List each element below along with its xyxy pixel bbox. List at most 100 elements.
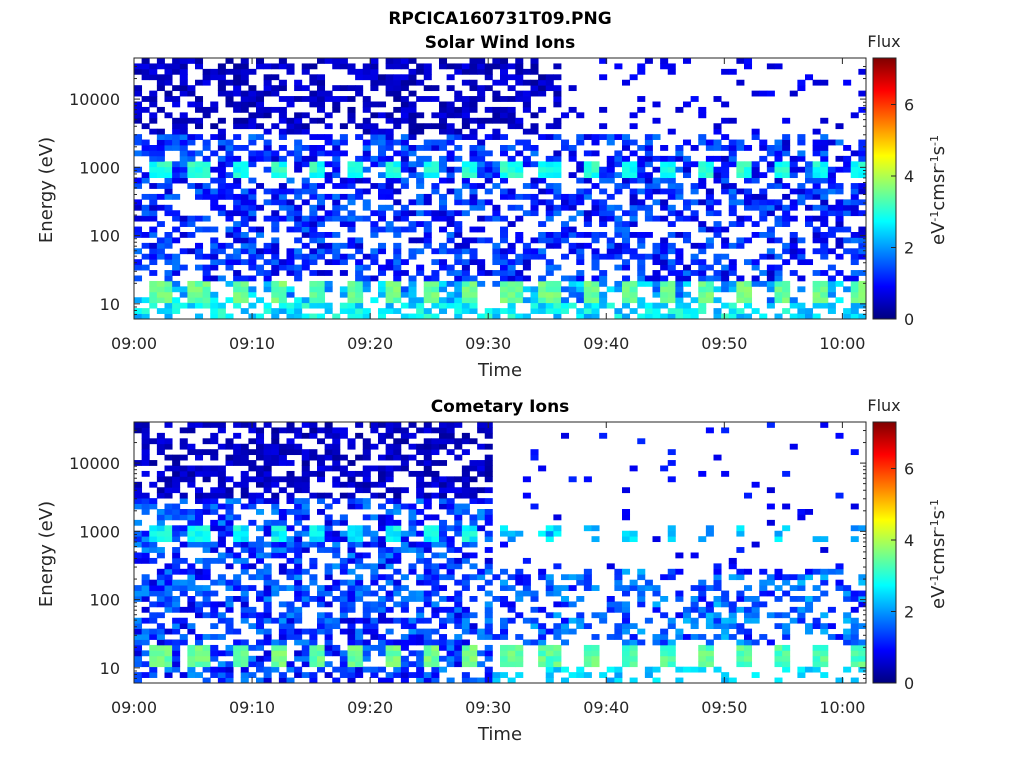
heatmap-cell: [789, 155, 798, 162]
heatmap-cell: [538, 248, 547, 255]
heatmap-cell: [812, 661, 821, 668]
heatmap-cell: [431, 183, 440, 189]
heatmap-cell: [393, 226, 402, 233]
heatmap-cell: [240, 547, 249, 553]
heatmap-cell: [538, 106, 547, 113]
heatmap-cell: [385, 536, 394, 543]
heatmap-cell: [858, 242, 867, 249]
heatmap-cell: [507, 242, 516, 249]
heatmap-cell: [850, 644, 859, 651]
heatmap-cell: [240, 590, 249, 597]
heatmap-cell: [278, 601, 287, 608]
heatmap-cell: [317, 161, 326, 168]
heatmap-cell: [309, 672, 318, 678]
heatmap-cell: [858, 188, 867, 195]
heatmap-cell: [446, 655, 455, 662]
heatmap-cell: [202, 525, 211, 532]
heatmap-cell: [408, 568, 417, 575]
heatmap-cell: [599, 253, 608, 260]
heatmap-cell: [393, 90, 402, 97]
heatmap-cell: [461, 617, 470, 624]
heatmap-cell: [278, 519, 287, 526]
heatmap-cell: [461, 574, 470, 581]
heatmap-cell: [667, 161, 676, 168]
heatmap-cell: [538, 199, 547, 206]
heatmap-cell: [423, 63, 432, 70]
heatmap-cell: [561, 617, 570, 624]
heatmap-cell: [195, 183, 204, 189]
heatmap-cell: [294, 139, 303, 146]
heatmap-cell: [141, 150, 150, 157]
heatmap-cell: [782, 259, 791, 266]
heatmap-cell: [339, 601, 348, 608]
heatmap-cell: [294, 308, 303, 314]
heatmap-cell: [202, 655, 211, 662]
heatmap-cell: [591, 259, 600, 266]
heatmap-cell: [568, 226, 577, 233]
heatmap-cell: [812, 650, 821, 657]
heatmap-cell: [698, 606, 707, 613]
heatmap-cell: [362, 655, 371, 662]
heatmap-cell: [164, 183, 173, 189]
heatmap-cell: [286, 177, 295, 184]
heatmap-cell: [820, 232, 829, 238]
heatmap-cell: [271, 541, 280, 548]
heatmap-cell: [347, 666, 356, 673]
heatmap-cell: [660, 172, 669, 179]
heatmap-cell: [545, 590, 554, 597]
heatmap-cell: [561, 623, 570, 630]
heatmap-cell: [759, 634, 768, 640]
heatmap-cell: [454, 579, 463, 586]
heatmap-cell: [683, 634, 692, 640]
heatmap-cell: [568, 574, 577, 581]
heatmap-cell: [172, 596, 181, 602]
heatmap-cell: [759, 90, 768, 97]
heatmap-cell: [240, 237, 249, 244]
heatmap-cell: [225, 585, 234, 591]
heatmap-cell: [156, 161, 165, 168]
heatmap-cell: [355, 90, 364, 97]
heatmap-cell: [622, 286, 631, 293]
heatmap-cell: [210, 253, 219, 260]
heatmap-cell: [423, 297, 432, 304]
heatmap-cell: [324, 177, 333, 184]
heatmap-cell: [530, 199, 539, 206]
heatmap-cell: [416, 541, 425, 548]
heatmap-cell: [309, 280, 318, 287]
heatmap-cell: [370, 563, 379, 570]
heatmap-cell: [324, 585, 333, 591]
heatmap-cell: [637, 568, 646, 575]
heatmap-cell: [355, 628, 364, 635]
heatmap-cell: [477, 650, 486, 657]
heatmap-cell: [141, 432, 150, 439]
heatmap-cell: [423, 492, 432, 499]
heatmap-cell: [271, 519, 280, 526]
heatmap-cell: [797, 85, 806, 92]
heatmap-cell: [850, 237, 859, 244]
heatmap-cell: [164, 536, 173, 543]
heatmap-cell: [179, 145, 188, 151]
heatmap-cell: [317, 612, 326, 619]
heatmap-cell: [850, 650, 859, 657]
heatmap-cell: [507, 155, 516, 162]
heatmap-cell: [271, 644, 280, 651]
heatmap-cell: [423, 454, 432, 461]
heatmap-cell: [332, 547, 341, 553]
heatmap-cell: [393, 661, 402, 668]
heatmap-cell: [850, 655, 859, 662]
heatmap-cell: [774, 280, 783, 287]
heatmap-cell: [393, 443, 402, 450]
heatmap-cell: [294, 519, 303, 526]
heatmap-cell: [400, 541, 409, 548]
heatmap-cell: [652, 536, 661, 543]
heatmap-cell: [240, 74, 249, 81]
heatmap-cell: [454, 297, 463, 304]
heatmap-cell: [355, 666, 364, 673]
heatmap-cell: [156, 476, 165, 483]
heatmap-cell: [225, 644, 234, 651]
heatmap-cell: [446, 617, 455, 624]
heatmap-cell: [378, 601, 387, 608]
heatmap-cell: [858, 232, 867, 238]
heatmap-cell: [141, 297, 150, 304]
heatmap-cell: [690, 606, 699, 613]
